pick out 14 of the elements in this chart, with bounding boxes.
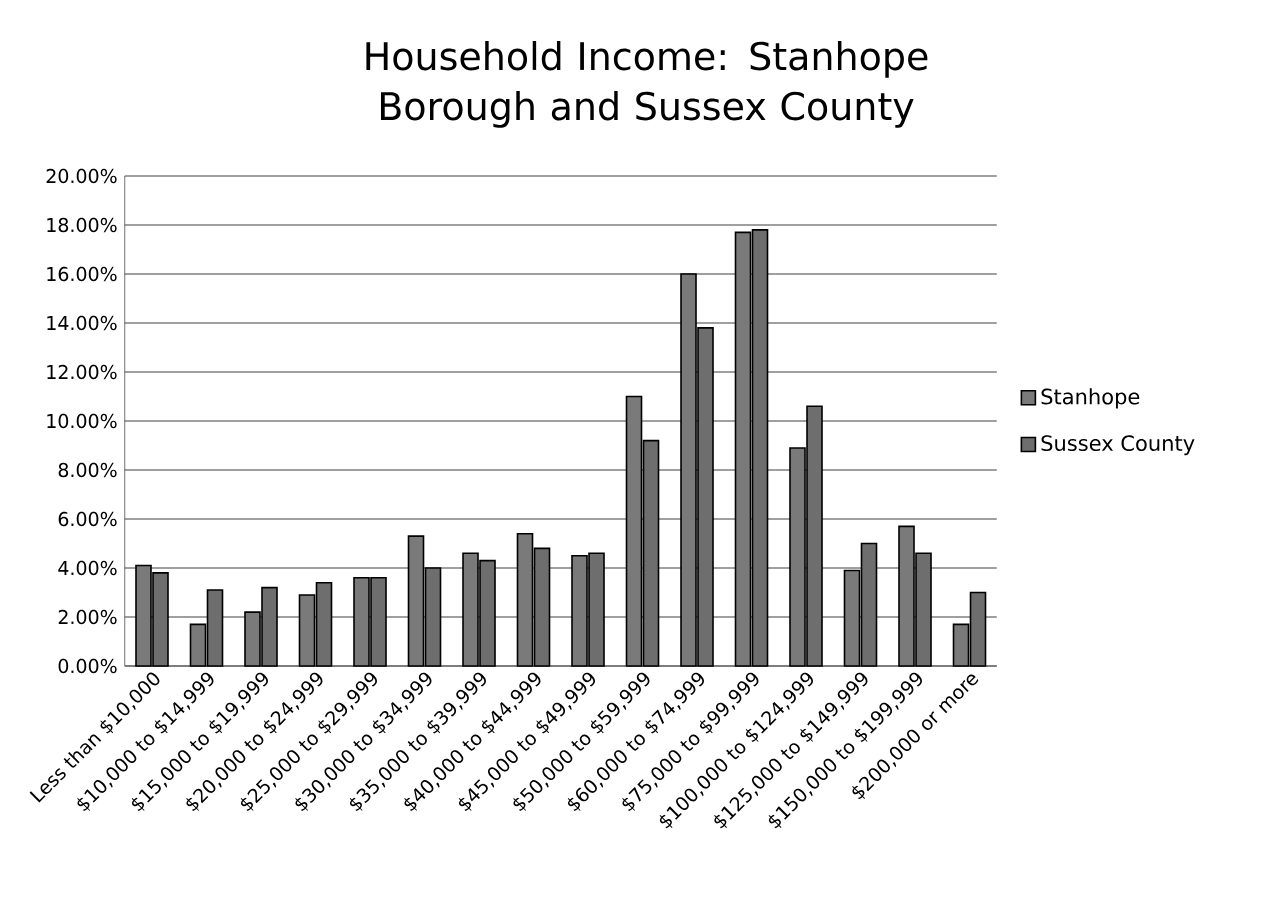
y-tick-label: 10.00% (47, 413, 117, 429)
chart-title: Household Income: Stanhope Borough and Sussex County (366, 41, 928, 128)
y-tick-label: 8.00% (58, 462, 117, 478)
y-tick-label: 12.00% (47, 364, 117, 380)
y-tick-label: 2.00% (58, 609, 117, 625)
y-tick-label: 14.00% (47, 315, 117, 331)
y-tick-label: 4.00% (58, 560, 117, 576)
y-tick-label: 0.00% (58, 658, 117, 674)
y-tick-label: 6.00% (58, 511, 117, 527)
y-tick-label: 16.00% (47, 266, 117, 282)
legend-label: Sussex County (1041, 435, 1195, 456)
y-tick-label: 20.00% (46, 168, 117, 184)
legend-label: Stanhope (1041, 388, 1140, 409)
y-tick-label: 18.00% (47, 217, 117, 233)
